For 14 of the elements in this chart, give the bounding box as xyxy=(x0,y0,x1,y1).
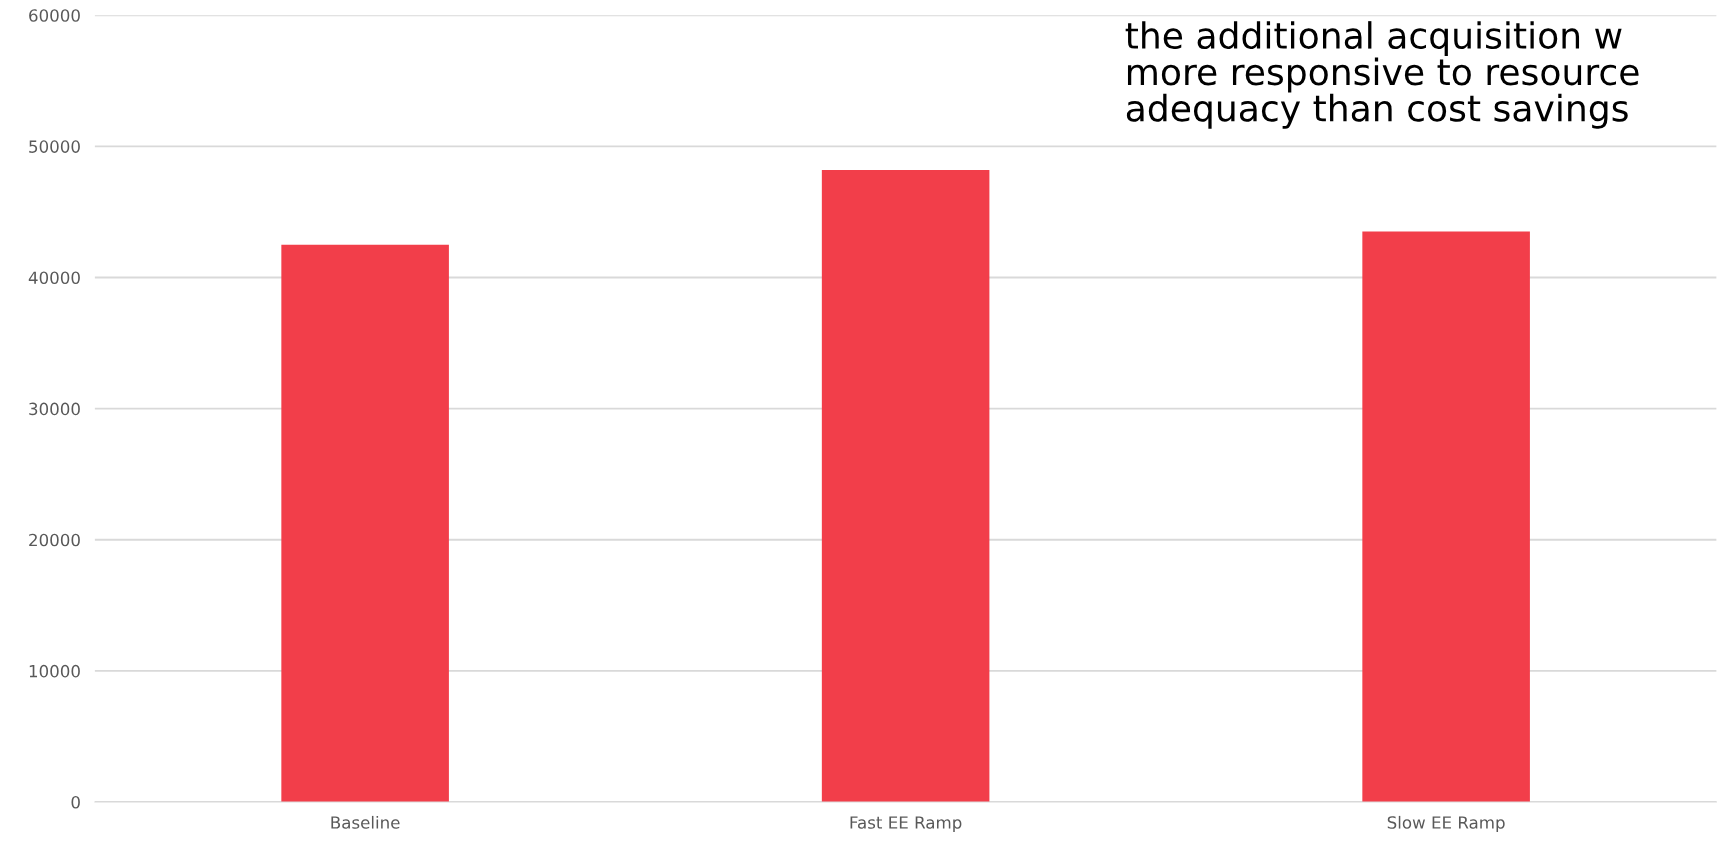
bar xyxy=(281,244,449,803)
annotation: the additional acquisition w more responsive to resource adequacy than cost savings xyxy=(1125,21,1639,129)
bar xyxy=(1362,231,1530,803)
y-tick-label: 30000 xyxy=(29,402,80,416)
x-tick-label: Fast EE Ramp xyxy=(850,816,962,833)
y-tick-label: 40000 xyxy=(28,271,80,285)
y-tick-label: 50000 xyxy=(29,140,80,153)
x-tick-label: Baseline xyxy=(331,815,400,829)
y-tick-label: 10000 xyxy=(29,664,80,678)
y-tick-label: 60000 xyxy=(29,9,80,22)
y-tick-label: 20000 xyxy=(29,533,80,547)
y-tick-label: 0 xyxy=(71,795,80,809)
bar xyxy=(821,169,990,803)
x-tick-label: Slow EE Ramp xyxy=(1387,815,1505,833)
